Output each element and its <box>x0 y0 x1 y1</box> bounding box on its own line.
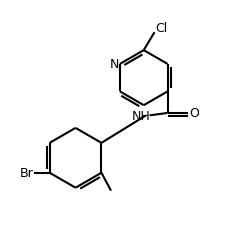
Text: Br: Br <box>20 167 33 179</box>
Text: Cl: Cl <box>155 22 167 35</box>
Text: N: N <box>110 58 119 71</box>
Text: O: O <box>190 107 199 120</box>
Text: NH: NH <box>132 109 151 122</box>
